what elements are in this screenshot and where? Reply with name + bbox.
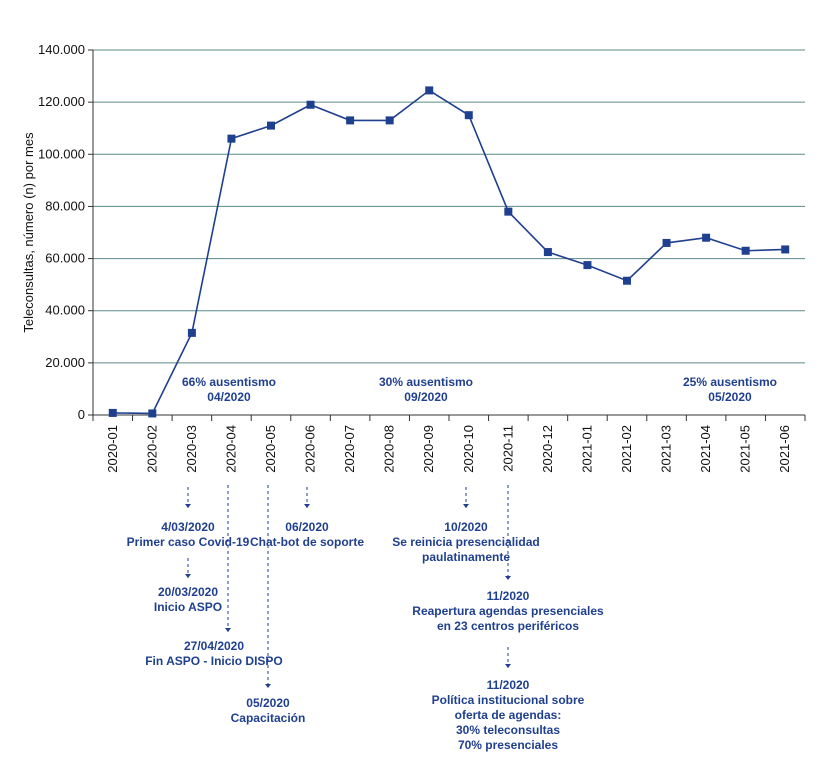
data-point — [781, 245, 790, 254]
data-point — [741, 246, 750, 255]
event-label: oferta de agendas: — [455, 708, 562, 722]
data-point — [227, 134, 236, 143]
event-label: 30% teleconsultas — [456, 723, 560, 737]
x-tick-label: 2021-04 — [698, 425, 713, 473]
absenteeism-note: 04/2020 — [207, 390, 251, 404]
x-tick-label: 2020-06 — [303, 425, 318, 473]
y-tick-label: 40.000 — [45, 303, 85, 318]
data-point — [623, 276, 631, 285]
event-label: Se reinicia presencialidad — [392, 535, 539, 549]
data-point — [702, 233, 711, 242]
event-label: Inicio ASPO — [154, 600, 222, 614]
data-point — [346, 116, 355, 125]
data-point — [267, 121, 275, 130]
absenteeism-note: 25% ausentismo — [683, 375, 777, 389]
grid-lines — [93, 49, 805, 364]
x-tick-label: 2020-09 — [421, 425, 436, 473]
x-tick-label: 2020-04 — [223, 425, 238, 473]
x-tick-label: 2021-05 — [738, 425, 753, 473]
data-point — [108, 408, 117, 417]
event-label: 10/2020 — [444, 520, 488, 534]
data-point — [543, 248, 552, 257]
event-label: 4/03/2020 — [161, 520, 215, 534]
y-tick-label: 120.000 — [38, 94, 85, 109]
event-arrowhead — [505, 576, 511, 580]
x-tick-label: 2020-01 — [105, 425, 120, 473]
x-tick-label: 2020-05 — [263, 425, 278, 473]
y-axis-label: Teleconsultas, número (n) por mes — [21, 132, 36, 333]
event-arrowhead — [304, 504, 310, 508]
data-point — [187, 328, 196, 337]
y-tick-label: 80.000 — [45, 198, 85, 213]
y-tick-label: 60.000 — [45, 251, 85, 266]
event-label: paulatinamente — [422, 550, 510, 564]
absenteeism-note: 05/2020 — [708, 390, 752, 404]
y-tick-label: 100.000 — [38, 146, 85, 161]
event-arrowhead — [505, 664, 511, 668]
event-label: en 23 centros periféricos — [437, 619, 579, 633]
x-tick-label: 2020-07 — [342, 425, 357, 473]
event-label: 06/2020 — [285, 520, 329, 534]
axes — [92, 50, 805, 416]
x-tick-label: 2020-08 — [382, 425, 397, 473]
event-label: 27/04/2020 — [184, 639, 244, 653]
series-line — [108, 86, 790, 418]
x-tick-label: 2021-03 — [659, 425, 674, 473]
data-point — [148, 409, 157, 418]
x-tick-label: 2021-02 — [619, 425, 634, 473]
event-label: Política institucional sobre — [432, 693, 585, 707]
event-label: Capacitación — [231, 711, 306, 725]
absenteeism-note: 30% ausentismo — [379, 375, 473, 389]
series-path — [112, 89, 786, 415]
x-tick-label: 2020-03 — [184, 425, 199, 473]
x-tick-label: 2020-12 — [540, 425, 555, 473]
event-label: Fin ASPO - Inicio DISPO — [145, 654, 283, 668]
y-tick-label: 0 — [78, 407, 85, 422]
data-point — [306, 100, 315, 109]
event-arrowhead — [185, 504, 191, 508]
y-tick-label: 20.000 — [45, 355, 85, 370]
x-tick-label: 2021-01 — [579, 425, 594, 473]
event-arrowhead — [185, 574, 191, 578]
x-axis-ticks: 2020-01 2020-02 2020-03 2020-04 2020-05 2020-… — [92, 415, 806, 473]
event-label: Primer caso Covid-19 — [127, 535, 250, 549]
data-point — [583, 261, 592, 270]
y-tick-label: 140.000 — [38, 42, 85, 57]
event-arrowhead — [265, 684, 271, 688]
event-arrowhead — [463, 504, 469, 508]
event-arrowhead — [225, 628, 231, 632]
data-point — [385, 116, 394, 125]
absenteeism-note: 66% ausentismo — [182, 375, 276, 389]
event-label: 70% presenciales — [458, 738, 558, 752]
data-point — [662, 238, 671, 247]
x-tick-label: 2020-11 — [500, 425, 515, 472]
event-label: 11/2020 — [487, 678, 530, 692]
y-axis-ticks: 0 20.000 40.000 60.000 80.000 100.000 120.000 1… — [38, 42, 93, 422]
absenteeism-note: 09/2020 — [404, 390, 448, 404]
x-tick-label: 2021-06 — [777, 425, 792, 473]
data-point — [425, 86, 434, 95]
event-label: 05/2020 — [246, 696, 290, 710]
x-tick-label: 2020-02 — [144, 425, 159, 473]
data-point — [504, 207, 513, 216]
x-tick-label: 2020-10 — [461, 425, 476, 473]
data-point — [464, 111, 473, 120]
event-label: 20/03/2020 — [158, 585, 218, 599]
event-label: Reapertura agendas presenciales — [412, 604, 604, 618]
event-label: 11/2020 — [487, 589, 530, 603]
event-label: Chat-bot de soporte — [250, 535, 364, 549]
